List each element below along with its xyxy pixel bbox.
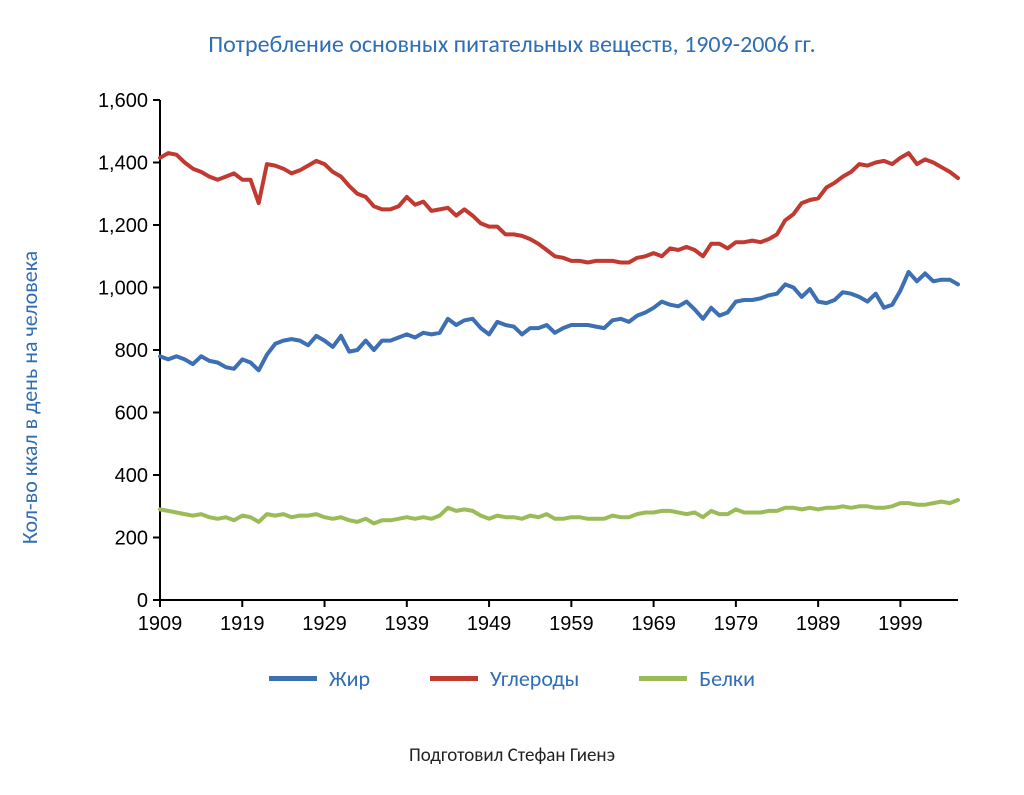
series-carb xyxy=(160,153,958,262)
series-protein xyxy=(160,500,958,523)
legend-swatch-protein xyxy=(639,676,687,681)
chart-title-text: Потребление основных питательных веществ… xyxy=(208,30,815,59)
y-tick-label: 400 xyxy=(115,465,148,487)
legend-item-fat: Жир xyxy=(269,665,370,692)
x-tick-label: 1949 xyxy=(467,613,512,635)
legend-item-protein: Белки xyxy=(639,665,755,692)
y-tick-label: 800 xyxy=(115,340,148,362)
chart-page: Потребление основных питательных веществ… xyxy=(0,0,1024,795)
chart-credit-text: Подготовил Стефан Гиенэ xyxy=(409,744,615,767)
y-tick-label: 1,400 xyxy=(98,153,148,175)
x-tick-label: 1979 xyxy=(714,613,759,635)
y-tick-label: 0 xyxy=(137,590,148,612)
x-tick-label: 1969 xyxy=(631,613,676,635)
series-fat xyxy=(160,272,958,370)
chart-credit: Подготовил Стефан Гиенэ xyxy=(0,744,1024,767)
y-tick-label: 1,200 xyxy=(98,215,148,237)
legend-label-fat: Жир xyxy=(329,665,370,692)
x-tick-label: 1919 xyxy=(220,613,265,635)
legend-item-carb: Углероды xyxy=(430,665,579,692)
legend-swatch-fat xyxy=(269,676,317,681)
x-tick-label: 1999 xyxy=(878,613,923,635)
x-tick-label: 1939 xyxy=(385,613,430,635)
x-tick-label: 1929 xyxy=(302,613,347,635)
y-tick-label: 200 xyxy=(115,528,148,550)
line-chart-svg: 0 200 400 600 800 1,000 1,200 1,400 1,600 1909 191… xyxy=(70,90,970,650)
legend-label-protein: Белки xyxy=(699,665,755,692)
plot-area: 0 200 400 600 800 1,000 1,200 1,400 1,600 1909 191… xyxy=(70,90,970,650)
y-tick-label: 1,600 xyxy=(98,90,148,112)
legend-label-carb: Углероды xyxy=(490,665,579,692)
y-tick-label: 600 xyxy=(115,403,148,425)
legend-swatch-carb xyxy=(430,676,478,681)
x-tick-label: 1989 xyxy=(796,613,841,635)
y-axis-label-text: Кол-во ккал в день на человека xyxy=(17,251,44,544)
x-tick-label: 1909 xyxy=(138,613,183,635)
x-tick-label: 1959 xyxy=(549,613,594,635)
chart-title: Потребление основных питательных веществ… xyxy=(0,30,1024,59)
legend: Жир Углероды Белки xyxy=(0,665,1024,692)
y-tick-label: 1,000 xyxy=(98,278,148,300)
